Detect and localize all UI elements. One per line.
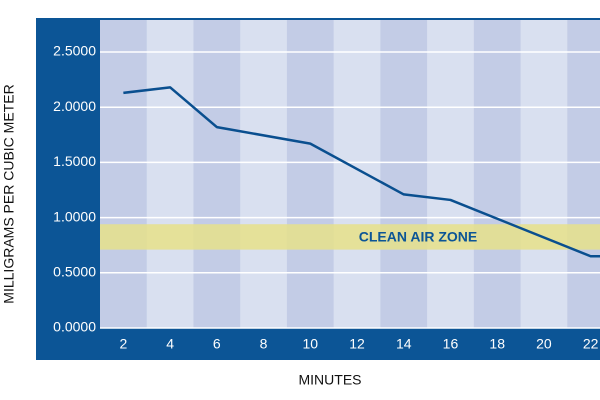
column-band bbox=[193, 20, 241, 328]
column-band bbox=[380, 20, 428, 328]
y-axis-title: MILLIGRAMS PER CUBIC METER bbox=[1, 84, 17, 303]
zone-label: CLEAN AIR ZONE bbox=[359, 229, 477, 245]
data-line bbox=[123, 86, 600, 258]
column-band bbox=[473, 20, 521, 328]
x-axis-title: MINUTES bbox=[299, 372, 362, 388]
y-tick-label: 0.5000 bbox=[53, 264, 96, 280]
x-tick-label: 10 bbox=[302, 336, 318, 352]
plot-area bbox=[100, 20, 600, 328]
y-tick-label: 1.0000 bbox=[53, 208, 96, 224]
column-band bbox=[286, 20, 334, 328]
y-tick-label: 0.0000 bbox=[53, 319, 96, 335]
x-tick-label: 2 bbox=[119, 336, 127, 352]
y-tick-label: 2.5000 bbox=[53, 43, 96, 59]
x-tick-label: 6 bbox=[213, 336, 221, 352]
x-tick-label: 20 bbox=[536, 336, 552, 352]
x-tick-label: 4 bbox=[166, 336, 174, 352]
clean-air-zone bbox=[100, 224, 600, 250]
y-tick-label: 2.0000 bbox=[53, 98, 96, 114]
column-band bbox=[100, 20, 147, 328]
x-tick-label: 14 bbox=[396, 336, 412, 352]
x-tick-label: 16 bbox=[443, 336, 459, 352]
x-tick-label: 22 bbox=[583, 336, 599, 352]
x-tick-label: 12 bbox=[349, 336, 365, 352]
x-tick-label: 18 bbox=[489, 336, 505, 352]
column-band bbox=[567, 20, 600, 328]
x-tick-label: 8 bbox=[260, 336, 268, 352]
y-tick-label: 1.5000 bbox=[53, 153, 96, 169]
